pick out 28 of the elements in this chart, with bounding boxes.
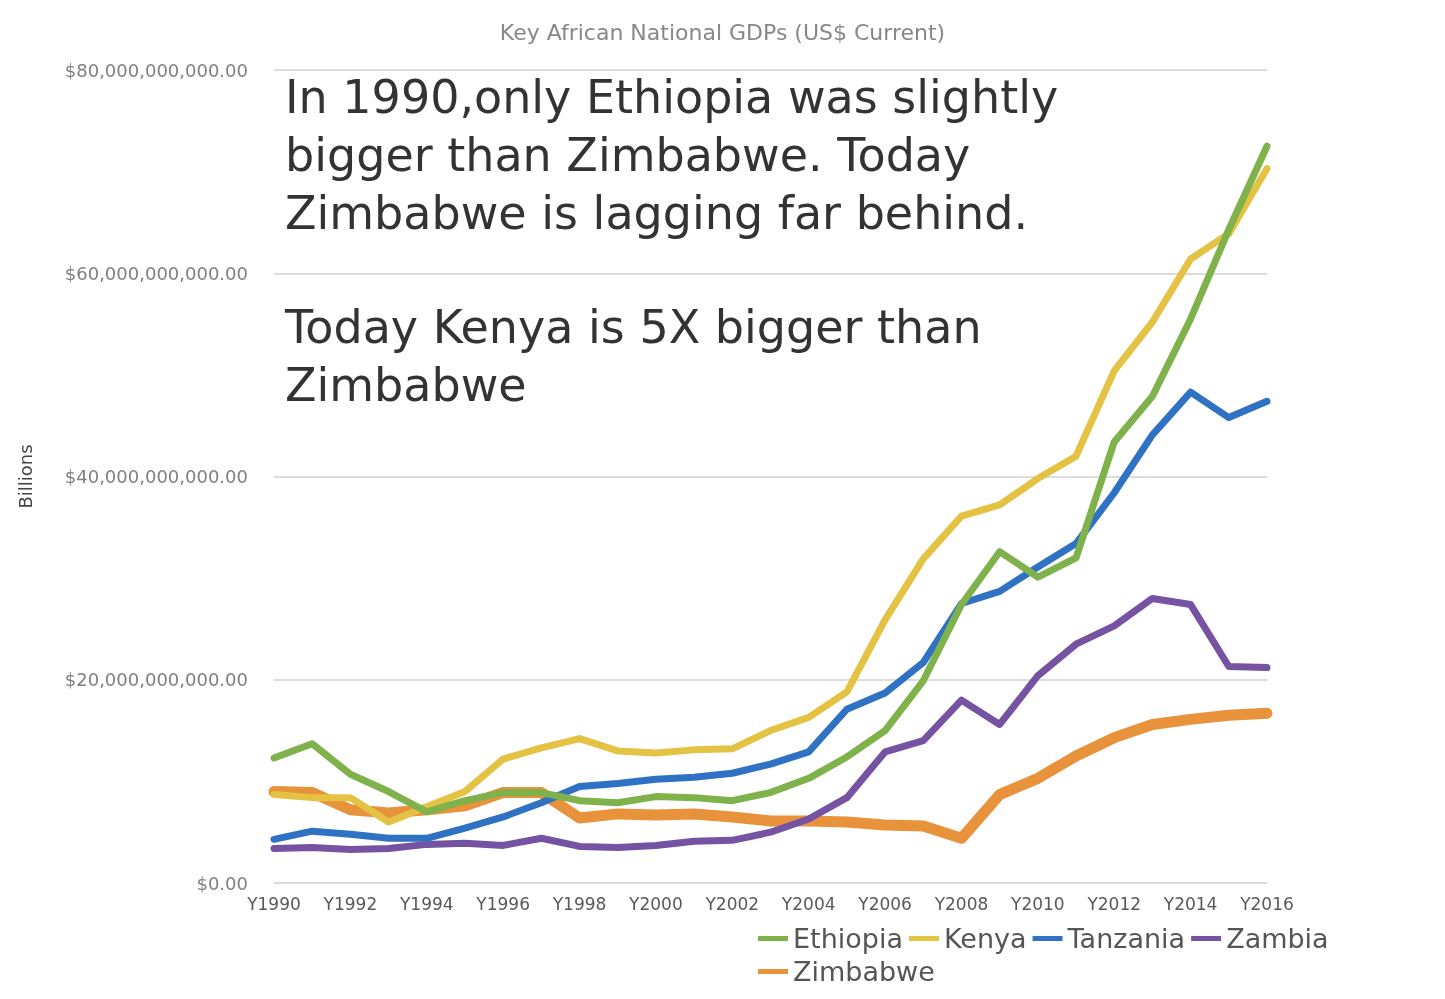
legend-label: Ethiopia [793, 923, 903, 954]
x-tick-label: Y2000 [628, 893, 683, 914]
legend-label: Kenya [943, 923, 1027, 954]
x-tick-label: Y1994 [398, 893, 454, 914]
y-tick-label: $0.00 [196, 872, 248, 894]
y-tick-label: $20,000,000,000.00 [64, 669, 248, 691]
annotation: Today Kenya is 5X bigger than Zimbabwe [284, 300, 982, 412]
chart-title: Key African National GDPs (US$ Current) [499, 19, 946, 45]
x-tick-label: Y2012 [1086, 893, 1142, 914]
x-tick-label: Y1998 [551, 893, 607, 914]
x-tick-label: Y2010 [1010, 893, 1065, 914]
x-tick-label: Y1996 [475, 893, 530, 914]
y-tick-label: $40,000,000,000.00 [64, 466, 248, 487]
x-tick-label: Y2006 [857, 893, 912, 914]
legend-label: Zimbabwe [793, 956, 935, 987]
x-tick-label: Y2008 [933, 893, 989, 914]
x-tick-label: Y2004 [780, 893, 836, 914]
y-tick-label: $60,000,000,000.00 [64, 262, 248, 284]
x-tick-label: Y1992 [322, 893, 378, 914]
legend-label: Tanzania [1066, 923, 1186, 954]
y-tick-label: $80,000,000,000.00 [64, 59, 248, 81]
x-tick-label: Y2014 [1162, 893, 1218, 914]
legend-label: Zambia [1226, 923, 1329, 954]
x-tick-label: Y1990 [246, 893, 301, 914]
x-tick-label: Y2002 [704, 893, 760, 914]
annotation: In 1990,only Ethiopia was slightly bigger than Zimbabwe. Today Zimbabwe is lagging far behind. [285, 70, 1059, 240]
y-axis-title: Billions [14, 444, 36, 509]
x-tick-label: Y2016 [1239, 893, 1294, 914]
